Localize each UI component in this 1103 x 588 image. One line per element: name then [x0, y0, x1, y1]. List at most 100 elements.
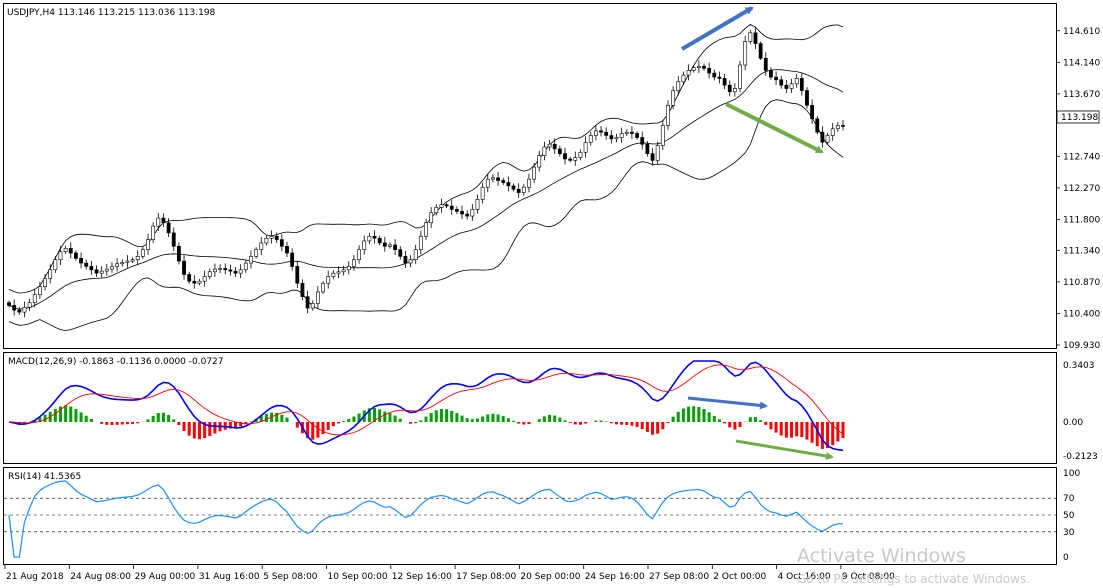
time-axis-label: 4 Oct 16:00	[778, 572, 831, 582]
candle-body	[48, 269, 53, 279]
candle-body	[146, 239, 150, 250]
price-panel-frame	[3, 3, 1057, 349]
candle-body	[769, 70, 773, 78]
candle-body	[254, 249, 259, 257]
candle-body	[578, 151, 583, 158]
candle-body	[671, 90, 676, 106]
candle-body	[233, 270, 238, 274]
candle-body	[640, 137, 645, 145]
macd-axis-label: 0.00	[1063, 418, 1083, 428]
candle-body	[429, 212, 434, 224]
candle-body	[17, 309, 22, 313]
candle-body	[125, 260, 130, 263]
rsi-layer	[4, 480, 1056, 558]
candle-body	[176, 245, 181, 262]
candle-body	[274, 235, 279, 240]
candle-body	[424, 222, 428, 237]
candle-body	[583, 141, 588, 153]
candle-body	[43, 278, 47, 287]
candle-body	[259, 242, 264, 250]
bollinger-middle-band	[8, 69, 844, 310]
candle-body	[676, 81, 681, 91]
candle-body	[377, 237, 382, 244]
time-axis-label: 2 Oct 00:00	[713, 572, 766, 582]
candle-body	[732, 88, 737, 93]
price-axis-label: 111.800	[1063, 215, 1100, 225]
time-axis-label: 20 Sep 00:00	[520, 572, 580, 582]
candle-body	[269, 235, 274, 239]
candle-body	[454, 209, 459, 212]
candle-body	[557, 148, 562, 154]
price-axis-label: 109.930	[1063, 341, 1100, 351]
candle-body	[614, 137, 619, 140]
macd-panel-frame	[3, 352, 1057, 464]
watermark-line1: Activate Windows	[797, 545, 966, 567]
candle-body	[511, 185, 516, 190]
candle-body	[12, 305, 17, 311]
candle-body	[120, 262, 125, 265]
candle-body	[279, 239, 284, 247]
macd-blue-arrow	[687, 396, 768, 410]
time-axis-label: 31 Aug 16:00	[199, 572, 260, 582]
candle-body	[789, 83, 794, 89]
candle-body	[630, 131, 634, 134]
candle-body	[748, 32, 753, 42]
candle-body	[197, 280, 202, 284]
candle-body	[547, 143, 552, 148]
time-axis-label: 17 Sep 08:00	[456, 572, 516, 582]
candle-body	[192, 280, 197, 284]
time-axis-label: 29 Aug 00:00	[135, 572, 196, 582]
time-axis-label: 12 Sep 16:00	[392, 572, 452, 582]
candle-body	[604, 131, 609, 136]
candle-body	[738, 64, 742, 89]
candle-body	[645, 143, 650, 154]
candle-body	[841, 125, 845, 127]
time-axis-label: 5 Sep 08:00	[263, 572, 318, 582]
axis-layer: 114.610 114.140 113.670 112.740 112.270 111.8…	[4, 27, 1100, 582]
candle-body	[506, 182, 511, 187]
candle-body	[336, 271, 341, 274]
candle-body	[53, 259, 58, 271]
symbol-header: USDJPY,H4 113.146 113.215 113.036 113.19…	[7, 8, 216, 18]
candle-body	[382, 242, 387, 247]
candle-body	[491, 177, 495, 180]
candle-body	[475, 198, 480, 210]
candle-body	[218, 268, 222, 270]
candle-body	[501, 180, 506, 183]
candle-body	[110, 266, 114, 270]
rsi-axis-label: 0	[1063, 553, 1069, 563]
candle-body	[22, 307, 27, 313]
candle-body	[758, 43, 763, 59]
rsi-line	[8, 480, 843, 558]
candle-body	[588, 135, 593, 143]
macd-line	[8, 360, 844, 452]
price-axis-label: 112.270	[1063, 184, 1100, 194]
rsi-axis-label: 50	[1063, 511, 1075, 521]
candle-body	[774, 76, 778, 81]
macd-axis-label: 0.3403	[1063, 361, 1095, 371]
candle-body	[727, 84, 732, 93]
candle-body	[712, 72, 717, 78]
candle-body	[388, 244, 392, 247]
rsi-axis-label: 30	[1063, 528, 1075, 538]
macd-label: MACD(12,26,9) -0.1863 -0.1136 0.0000 -0.…	[8, 357, 224, 367]
candle-body	[681, 74, 686, 83]
price-axis-label: 114.610	[1063, 27, 1100, 37]
candle-body	[403, 256, 408, 264]
price-axis-label: 111.340	[1063, 246, 1100, 256]
time-axis-label: 27 Sep 08:00	[649, 572, 709, 582]
candle-body	[37, 286, 42, 295]
candle-body	[805, 90, 809, 106]
price-axis-label: 110.400	[1063, 309, 1100, 319]
candle-body	[496, 177, 500, 181]
candle-body	[537, 155, 542, 168]
candle-body	[439, 204, 444, 208]
macd-axis-label: -0.2123	[1063, 452, 1098, 462]
candle-body	[285, 245, 289, 254]
candle-body	[465, 213, 470, 217]
price-layer	[7, 24, 845, 331]
candle-body	[300, 282, 305, 297]
candle-body	[207, 271, 212, 277]
candle-body	[79, 258, 83, 264]
